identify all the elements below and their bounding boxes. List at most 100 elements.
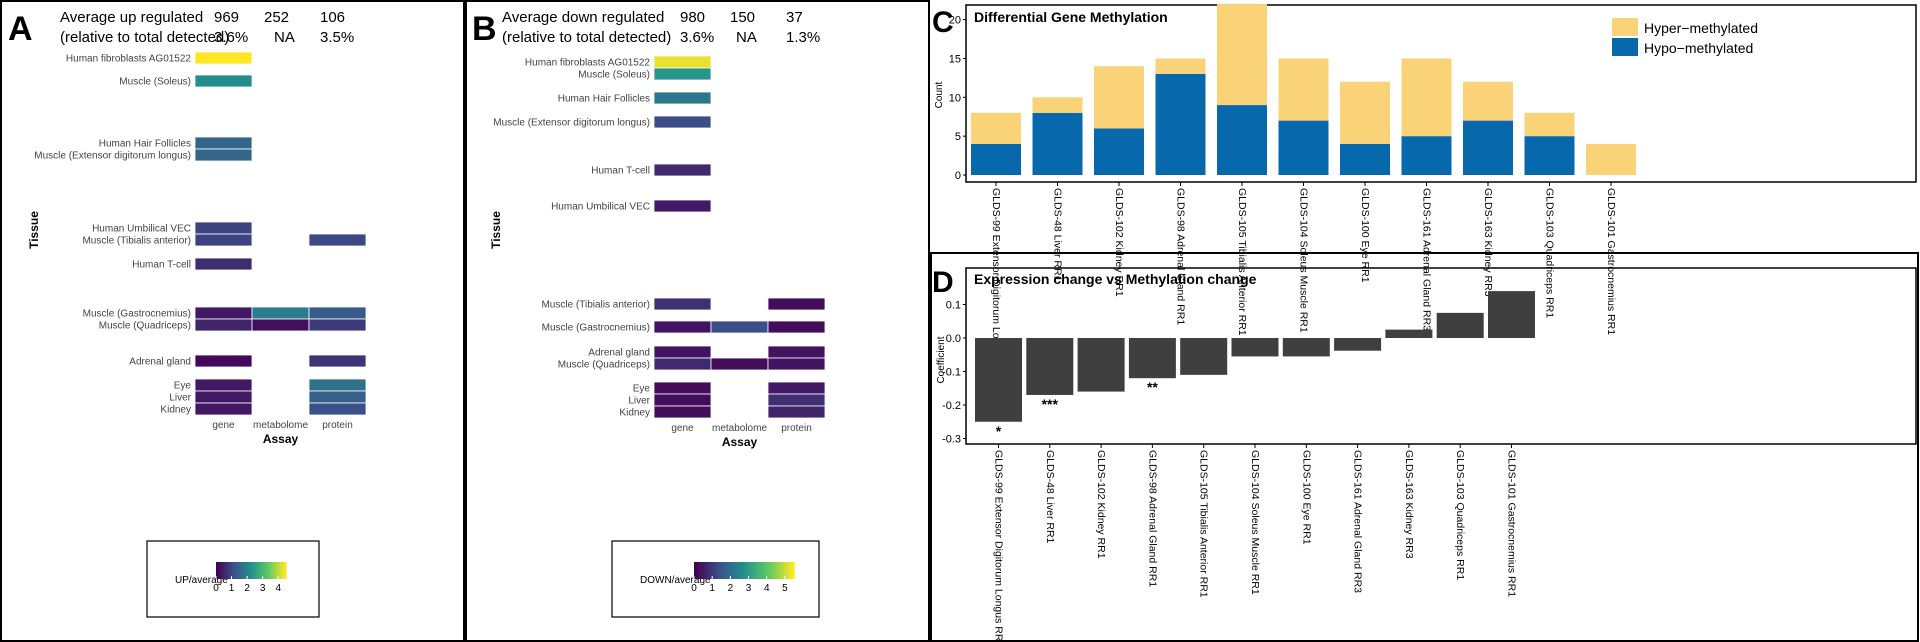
colorbar-segment [789, 562, 793, 579]
colorbar-segment [265, 562, 268, 579]
tissue-label: Human fibroblasts AG01522 [66, 54, 192, 65]
colorbar-segment [779, 562, 783, 579]
panel-a-metabolome-pct: NA [274, 29, 295, 46]
panel-a-protein-count: 106 [320, 9, 345, 26]
heatmap-cell [194, 148, 253, 162]
tissue-label: Muscle (Tibialis anterior) [82, 236, 191, 247]
y-tick-label: 5 [955, 131, 961, 143]
heatmap-cell [710, 357, 769, 371]
colorbar-segment [739, 562, 743, 579]
tissue-label: Human T-cell [132, 260, 191, 271]
colorbar-segment [270, 562, 273, 579]
heatmap-cell [653, 199, 712, 213]
colorbar-segment [776, 562, 780, 579]
heatmap-cell [653, 55, 712, 69]
colorbar-segment [221, 562, 224, 579]
plot-border [965, 267, 1917, 445]
coef-bar [1334, 338, 1382, 351]
x-tick-label: GLDS-98 Adrenal Gland RR1 [1146, 450, 1158, 587]
x-axis-title: Assay [263, 432, 299, 446]
tissue-label: Human T-cell [591, 166, 650, 177]
colorbar-segment [699, 562, 703, 579]
panel-b-protein-count: 37 [786, 9, 803, 26]
tissue-label: Adrenal gland [129, 357, 191, 368]
heatmap-cell [251, 318, 310, 332]
tissue-label: Liver [169, 393, 191, 404]
bar-hypo [1032, 112, 1083, 175]
colorbar-segment [228, 562, 231, 579]
significance-label: ** [1147, 379, 1158, 395]
heatmap-cell [194, 257, 253, 271]
colorbar-tick-label: 2 [728, 583, 734, 594]
y-axis-title: Tissue [489, 211, 503, 249]
heatmap-cell [653, 163, 712, 177]
colorbar-segment [244, 562, 247, 579]
tissue-label: Muscle (Quadriceps) [99, 321, 191, 332]
colorbar-segment [242, 562, 245, 579]
tissue-label: Muscle (Soleus) [119, 77, 191, 88]
heatmap-cell [767, 405, 826, 419]
heatmap-cell [653, 67, 712, 81]
colorbar-segment [701, 562, 705, 579]
colorbar-segment [781, 562, 785, 579]
coef-bar [1026, 338, 1074, 395]
heatmap-cell [308, 390, 367, 404]
panel-a-border [0, 0, 465, 642]
colorbar-segment [258, 562, 261, 579]
chart-title: Expression change vs Methylation change [974, 271, 1257, 287]
bar-hyper [1586, 143, 1636, 175]
colorbar-segment [749, 562, 753, 579]
tissue-label: Adrenal gland [588, 348, 650, 359]
legend-box [146, 540, 320, 618]
colorbar-segment [217, 562, 221, 579]
x-tick-label: GLDS-102 Kidney RR1 [1113, 188, 1125, 297]
panel-b: B Average down regulated (relative to to… [465, 0, 930, 642]
heatmap-cell [308, 318, 367, 332]
colorbar-segment [238, 562, 242, 579]
x-tick-label: GLDS-99 Extensor Digitorum Longus RR1 [993, 450, 1005, 642]
colorbar-segment [279, 562, 282, 579]
panel-c: C Differential Gene Methylation 0 5 10 15 20 C… [932, 4, 1917, 385]
colorbar-segment [791, 562, 795, 579]
coef-bar [1282, 338, 1330, 357]
coef-bar [1385, 329, 1433, 338]
tissue-label: Muscle (Soleus) [578, 70, 650, 81]
heatmap-cell [308, 354, 367, 368]
colorbar-segment [249, 562, 252, 579]
tissue-label: Human Umbilical VEC [551, 202, 650, 213]
heatmap-cell [653, 393, 712, 407]
x-tick-label: GLDS-163 Kidney RR3 [1482, 188, 1494, 297]
colorbar-segment [245, 562, 249, 579]
y-tick-label: -0.3 [942, 434, 961, 446]
heatmap-cell [194, 233, 253, 247]
coef-bar [975, 338, 1022, 422]
tissue-label: Kidney [160, 405, 191, 416]
bar-hypo [1155, 73, 1206, 175]
colorbar-segment [786, 562, 790, 579]
colorbar-segment [272, 562, 275, 579]
bar-hyper [1155, 58, 1206, 74]
colorbar-segment [256, 562, 259, 579]
y-tick-label: 10 [949, 92, 961, 104]
heatmap-cell [653, 381, 712, 395]
y-tick-label: 0.0 [946, 333, 961, 345]
y-tick-label: 20 [949, 15, 961, 27]
coef-bar [1436, 312, 1484, 338]
panel-b-summary-label2: (relative to total detected) [502, 29, 671, 46]
panel-a-gene-pct: 3.6% [214, 29, 248, 46]
coef-bar [1077, 338, 1125, 392]
colorbar-segment [754, 562, 758, 579]
heatmap-cell [653, 115, 712, 129]
x-tick-label: GLDS-48 Liver RR1 [1044, 450, 1056, 544]
tissue-label: Muscle (Extensor digitorum longus) [493, 118, 650, 129]
colorbar-segment [714, 562, 718, 579]
assay-tick-label: gene [212, 420, 235, 431]
colorbar-segment [282, 562, 285, 579]
heatmap-cell [308, 233, 367, 247]
tissue-label: Eye [633, 384, 651, 395]
x-tick-label: GLDS-98 Adrenal Gland RR1 [1175, 188, 1187, 325]
bar-hyper [1524, 112, 1575, 137]
tissue-label: Muscle (Gastrocnemius) [83, 309, 191, 320]
assay-tick-label: protein [781, 423, 812, 434]
